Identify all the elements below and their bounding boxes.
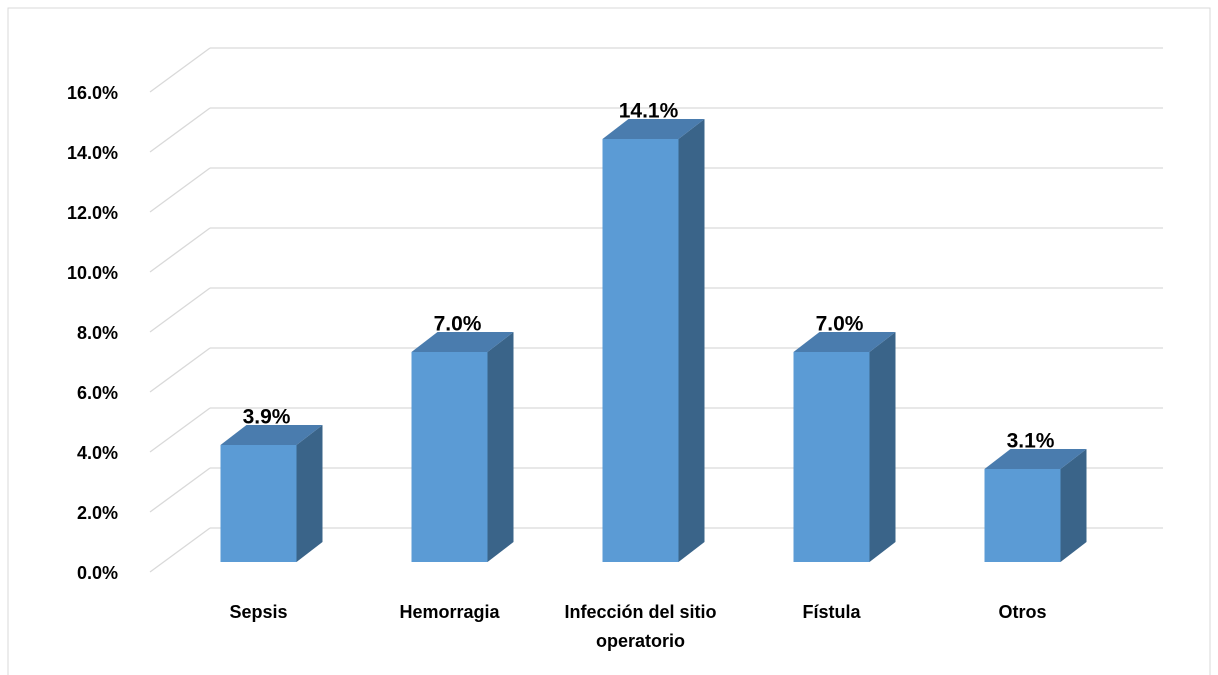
x-tick-label: Infección del sitio operatorio — [564, 602, 717, 651]
value-label: 7.0% — [434, 313, 482, 336]
y-tick-label: 0.0% — [77, 563, 118, 583]
grid-diagonal — [149, 287, 211, 333]
grid-diagonal — [149, 167, 211, 213]
bar-side — [869, 332, 896, 562]
bar — [602, 139, 679, 562]
grid-diagonal — [149, 227, 211, 273]
frame — [7, 7, 1211, 675]
value-label: 7.0% — [816, 313, 864, 336]
x-tick-label: Otros — [998, 602, 1047, 622]
y-tick-label: 6.0% — [77, 383, 118, 403]
value-label: 3.9% — [243, 406, 291, 429]
y-tick-label: 4.0% — [77, 443, 118, 463]
bar-side — [487, 332, 514, 562]
bar — [984, 469, 1061, 562]
x-tick-label: Fístula — [802, 602, 861, 622]
grid-diagonal — [149, 527, 211, 573]
x-tick-label: Hemorragia — [399, 602, 500, 622]
y-tick-label: 10.0% — [67, 263, 118, 283]
grid-diagonal — [149, 107, 211, 153]
grid-diagonal — [149, 467, 211, 513]
bar-top — [220, 425, 323, 445]
bar — [411, 352, 488, 562]
y-tick-label: 12.0% — [67, 203, 118, 223]
value-label: 14.1% — [619, 100, 679, 123]
bar-top — [984, 449, 1087, 469]
bar-top — [411, 332, 514, 352]
y-tick-label: 14.0% — [67, 143, 118, 163]
y-tick-label: 8.0% — [77, 323, 118, 343]
value-label: 3.1% — [1007, 430, 1055, 453]
bar — [220, 445, 297, 562]
bar-side — [1060, 449, 1087, 562]
bar-top — [602, 119, 705, 139]
y-tick-label: 2.0% — [77, 503, 118, 523]
y-tick-label: 16.0% — [67, 83, 118, 103]
grid-diagonal — [149, 347, 211, 393]
x-tick-label: Sepsis — [229, 602, 288, 622]
bar — [793, 352, 870, 562]
grid-diagonal — [149, 47, 211, 93]
grid-diagonal — [149, 407, 211, 453]
bar-top — [793, 332, 896, 352]
bar-side — [678, 119, 705, 562]
bar-side — [296, 425, 323, 562]
